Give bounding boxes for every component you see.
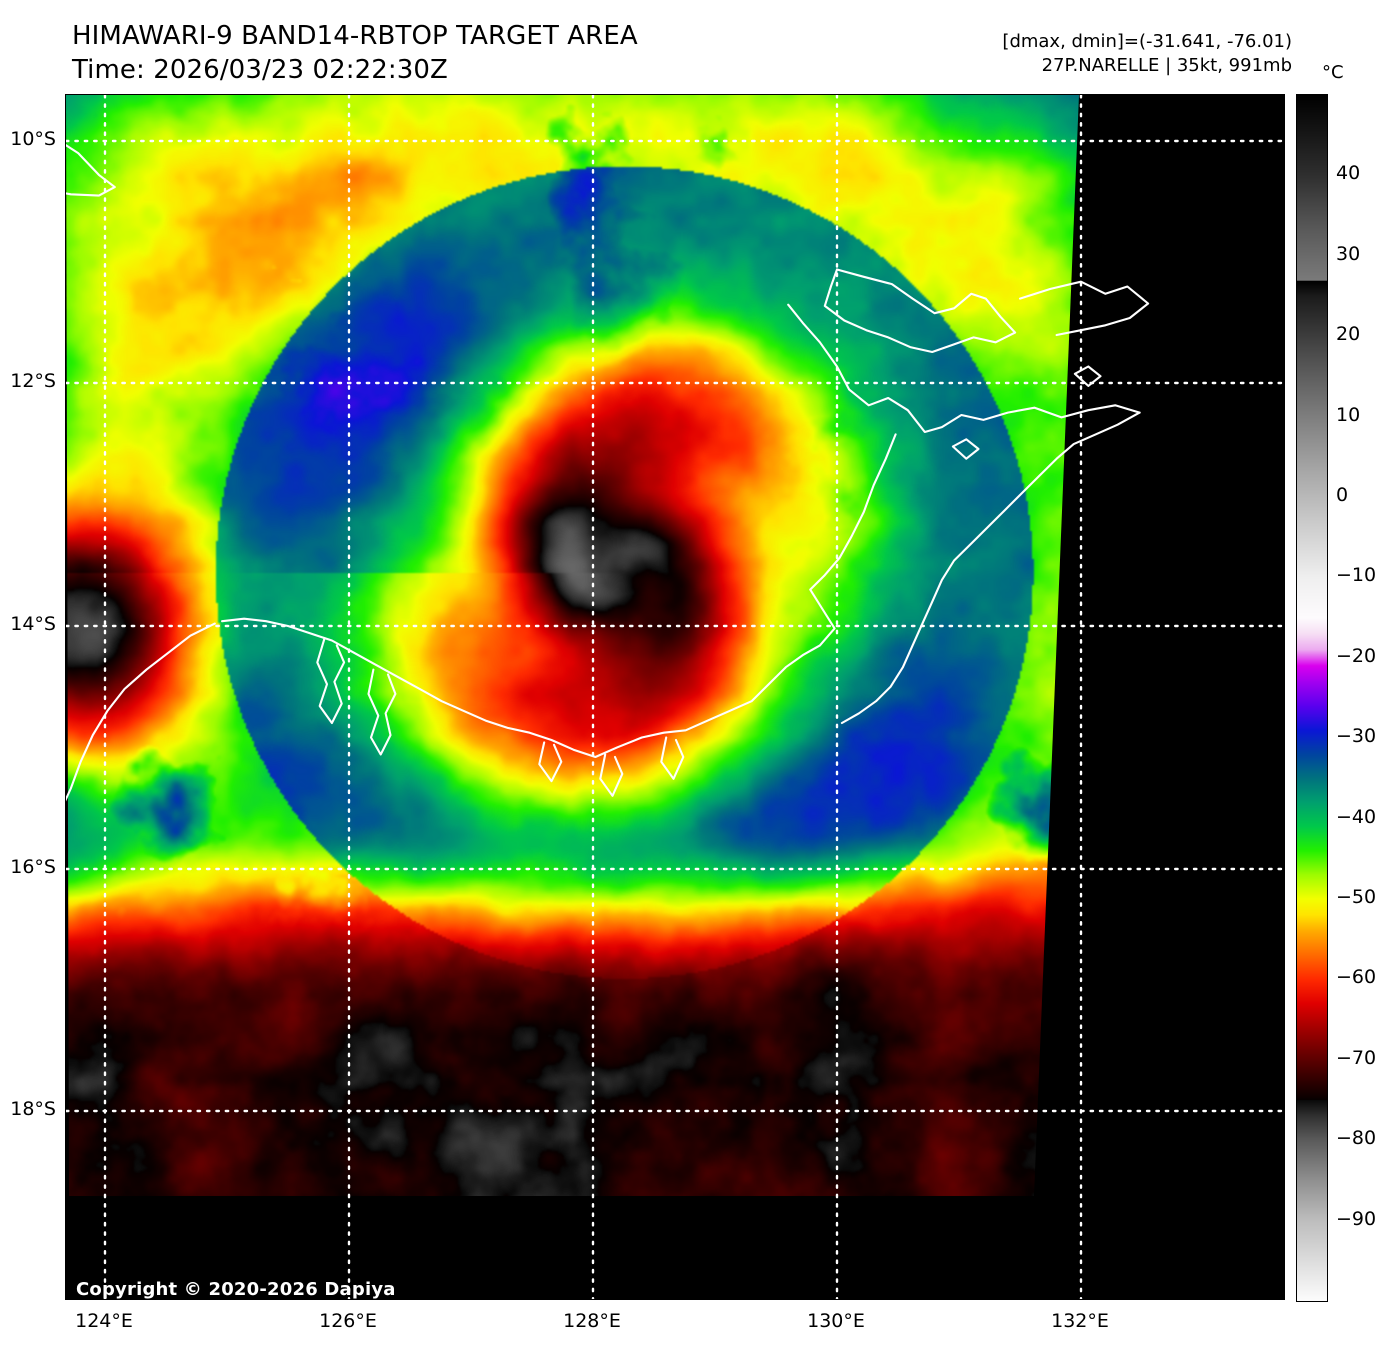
longitude-tick-label: 124°E <box>75 1310 133 1332</box>
coastline-segment <box>787 303 1141 434</box>
longitude-tick-label: 126°E <box>319 1310 377 1332</box>
colorbar-tick-label: 40 <box>1336 162 1361 185</box>
graticule <box>66 95 1284 1299</box>
colorbar-tick-label: −40 <box>1336 805 1377 828</box>
satellite-map-panel[interactable] <box>65 94 1285 1300</box>
colorbar-tick-label: 20 <box>1336 323 1361 346</box>
storm-info-label: 27P.NARELLE | 35kt, 991mb <box>1041 54 1292 76</box>
observation-time: Time: 2026/03/23 02:22:30Z <box>72 54 448 85</box>
longitude-tick-label: 128°E <box>563 1310 621 1332</box>
ir-brightness-temperature-field <box>66 95 1079 1196</box>
latitude-tick-label: 12°S <box>10 370 56 392</box>
colorbar-gradient <box>1297 95 1327 1301</box>
coastline-overlay <box>66 143 1150 802</box>
copyright-label: Copyright © 2020-2026 Dapiya <box>76 1279 396 1300</box>
latitude-tick-label: 16°S <box>10 856 56 878</box>
colorbar-tick-label: −30 <box>1336 725 1377 748</box>
coastline-segment <box>221 433 897 759</box>
coastline-segment <box>316 637 346 725</box>
latitude-tick-label: 18°S <box>10 1098 56 1120</box>
coastline-segment <box>538 741 563 783</box>
colorbar-tick-label: −50 <box>1336 886 1377 908</box>
coastline-segment <box>951 438 980 460</box>
temperature-colorbar[interactable] <box>1296 94 1328 1302</box>
coastline-segment <box>599 753 624 797</box>
coastline-segment <box>367 668 397 756</box>
coastline-segment <box>840 411 1141 725</box>
colorbar-tick-label: 10 <box>1336 403 1361 426</box>
coastline-segment <box>66 622 216 802</box>
coastline-segment <box>66 143 116 197</box>
satellite-map-svg <box>66 95 1284 1299</box>
coastline-segment <box>660 736 685 780</box>
title-block: HIMAWARI-9 BAND14-RBTOP TARGET AREA Time… <box>72 20 638 88</box>
colorbar-tick-label: −10 <box>1336 564 1377 587</box>
latitude-tick-label: 10°S <box>10 128 56 150</box>
colorbar-tick-label: −90 <box>1336 1207 1377 1230</box>
latitude-tick-label: 14°S <box>10 613 56 635</box>
colorbar-tick-label: −80 <box>1336 1127 1377 1150</box>
longitude-tick-label: 132°E <box>1051 1310 1109 1332</box>
page-title: HIMAWARI-9 BAND14-RBTOP TARGET AREA <box>72 21 638 51</box>
colorbar-unit-label: °C <box>1322 62 1344 83</box>
colorbar-tick-label: 30 <box>1336 242 1361 265</box>
metadata-block: [dmax, dmin]=(-31.641, -76.01) 27P.NAREL… <box>1002 30 1292 78</box>
colorbar-tick-label: −70 <box>1336 1046 1377 1069</box>
longitude-tick-label: 130°E <box>807 1310 865 1332</box>
colorbar-tick-label: 0 <box>1336 484 1349 506</box>
coastline-segment <box>1018 280 1150 337</box>
coastline-segment <box>823 268 1017 354</box>
colorbar-tick-label: −20 <box>1336 644 1377 667</box>
data-range-label: [dmax, dmin]=(-31.641, -76.01) <box>1002 31 1292 52</box>
colorbar-tick-label: −60 <box>1336 966 1377 989</box>
